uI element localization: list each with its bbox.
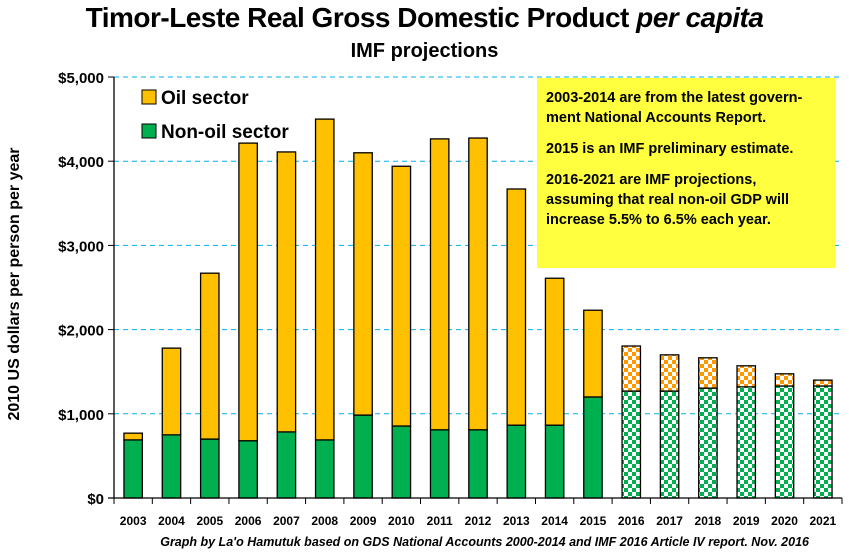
- x-tick-label: 2019: [733, 514, 760, 528]
- bar-non-oil-2009: [353, 414, 373, 499]
- chart-subtitle: IMF projections: [350, 40, 499, 62]
- x-tick-label: 2006: [235, 514, 262, 528]
- bar-oil-2011: [429, 138, 450, 431]
- bar-oil-2015: [583, 309, 603, 398]
- x-tick-label: 2018: [695, 514, 722, 528]
- bar-non-oil-2005: [199, 438, 220, 499]
- y-tick-label: $3,000: [58, 238, 104, 255]
- bar-oil-2019: [736, 365, 757, 388]
- bar-non-oil-2004: [161, 434, 182, 499]
- bar-oil-2020: [774, 373, 795, 387]
- x-tick-label: 2017: [656, 514, 683, 528]
- bar-oil-2007: [276, 151, 297, 433]
- bar-oil-2006: [238, 142, 258, 442]
- x-tick-label: 2007: [273, 514, 300, 528]
- x-tick-label: 2021: [809, 514, 836, 528]
- legend-label-non-oil: Non-oil sector: [161, 122, 289, 143]
- x-tick-label: 2012: [465, 514, 492, 528]
- bar-non-oil-2007: [276, 431, 297, 499]
- x-tick-label: 2016: [618, 514, 645, 528]
- bar-non-oil-2017: [659, 390, 680, 499]
- bar-oil-2004: [161, 347, 182, 436]
- bar-oil-2014: [544, 277, 565, 426]
- x-tick-label: 2004: [158, 514, 185, 528]
- bar-oil-2010: [391, 165, 412, 427]
- annotation-p3: 2016-2021 are IMF projections, assuming t…: [546, 170, 825, 230]
- x-tick-label: 2015: [580, 514, 607, 528]
- bar-oil-2013: [506, 188, 527, 426]
- bar-non-oil-2011: [429, 429, 450, 499]
- y-tick-label: $1,000: [58, 407, 104, 424]
- bar-oil-2008: [314, 118, 335, 441]
- bar-oil-2009: [353, 152, 373, 416]
- legend-label-oil: Oil sector: [161, 88, 249, 109]
- bar-oil-2005: [199, 272, 220, 440]
- bar-non-oil-2021: [812, 385, 833, 499]
- annotation-p3-line1: 2016-2021 are IMF projections,: [546, 172, 757, 188]
- y-tick-label: $5,000: [58, 70, 104, 87]
- title-italic: per capita: [636, 2, 764, 33]
- annotation-p1: 2003-2014 are from the latest govern-men…: [546, 88, 825, 128]
- bar-non-oil-2013: [506, 424, 527, 499]
- annotation-p3-line2: assuming that real non-oil GDP will: [546, 192, 790, 208]
- y-tick-label: $0: [87, 491, 104, 508]
- bar-oil-2003: [123, 432, 144, 441]
- x-tick-label: 2008: [311, 514, 338, 528]
- bar-oil-2021: [812, 379, 833, 387]
- x-tick-label: 2011: [427, 514, 453, 528]
- title-main: Timor-Leste Real Gross Domestic Product: [85, 2, 630, 33]
- annotation-p2: 2015 is an IMF preliminary estimate.: [546, 141, 794, 157]
- bar-non-oil-2010: [391, 425, 412, 499]
- x-tick-label: 2014: [541, 514, 568, 528]
- x-tick-label: 2005: [196, 514, 223, 528]
- x-tick-label: 2010: [388, 514, 415, 528]
- bar-non-oil-2015: [583, 396, 603, 499]
- source-credit: Graph by La'o Hamutuk based on GDS Natio…: [160, 535, 809, 549]
- bar-non-oil-2014: [544, 424, 565, 499]
- annotation-p1-line2: ment National Accounts Report.: [546, 110, 767, 126]
- bar-oil-2016: [621, 345, 642, 392]
- legend-swatch-non-oil: [141, 123, 157, 139]
- chart-title: Timor-Leste Real Gross Domestic Product …: [0, 2, 849, 34]
- annotation-p1-line1: 2003-2014 are from the latest govern-: [546, 90, 803, 106]
- bar-non-oil-2003: [123, 439, 144, 499]
- annotation-p3-line3: increase 5.5% to 6.5% each year.: [546, 212, 771, 228]
- bar-oil-2017: [659, 354, 680, 392]
- bar-oil-2012: [468, 137, 488, 431]
- bar-non-oil-2006: [238, 440, 258, 499]
- x-tick-label: 2003: [120, 514, 147, 528]
- legend-swatch-oil: [141, 89, 157, 105]
- bar-non-oil-2008: [314, 439, 335, 499]
- y-tick-label: $4,000: [58, 154, 104, 171]
- bar-non-oil-2012: [468, 429, 488, 499]
- bar-non-oil-2016: [621, 390, 642, 499]
- bar-non-oil-2018: [698, 387, 718, 499]
- annotation-box: 2003-2014 are from the latest govern-men…: [537, 78, 835, 268]
- x-tick-label: 2020: [771, 514, 798, 528]
- legend: Oil sector Non-oil sector: [141, 88, 289, 143]
- y-tick-label: $2,000: [58, 323, 104, 340]
- bar-oil-2018: [698, 357, 718, 389]
- bar-non-oil-2019: [736, 386, 757, 499]
- x-tick-label: 2013: [503, 514, 530, 528]
- bar-non-oil-2020: [774, 385, 795, 499]
- x-tick-label: 2009: [350, 514, 377, 528]
